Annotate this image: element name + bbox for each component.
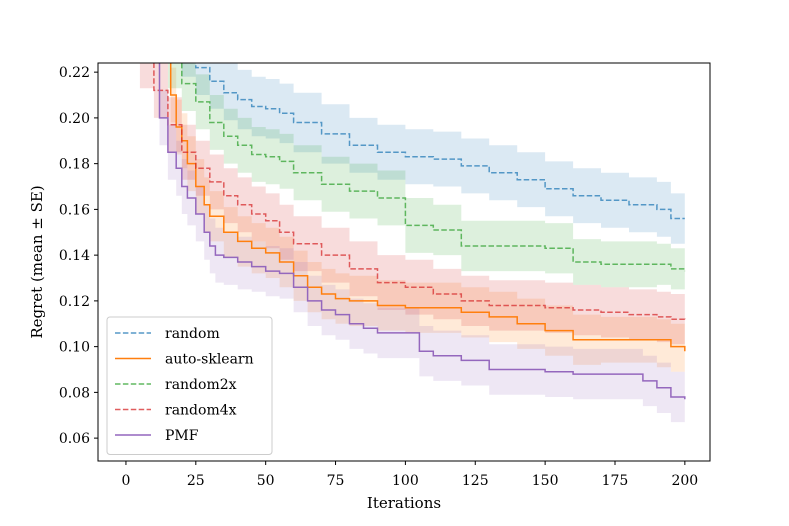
- legend: random auto-sklearn random2x random4x PMF: [106, 316, 273, 455]
- y-tick-label: 0.06: [59, 431, 90, 447]
- x-tick-label: 0: [121, 473, 130, 489]
- x-tick-label: 50: [257, 473, 275, 489]
- y-tick-label: 0.08: [59, 385, 90, 401]
- plot-frame: [97, 62, 711, 462]
- legend-label-auto-sklearn: auto-sklearn: [165, 352, 254, 368]
- band-PMF: [159, 63, 685, 425]
- y-tick-label: 0.20: [59, 111, 90, 127]
- legend-label-random: random: [165, 326, 220, 342]
- band-random2x: [167, 63, 685, 292]
- y-tick-label: 0.16: [59, 202, 90, 218]
- y-tick-label: 0.14: [59, 248, 90, 264]
- band-random: [181, 63, 685, 244]
- series-line-random4x: [153, 63, 686, 322]
- x-axis-label: Iterations: [367, 494, 441, 512]
- y-tick-label: 0.18: [59, 157, 90, 173]
- x-tick-label: 75: [327, 473, 345, 489]
- x-axis-ticks: 0 25 50 75 100 125 150 175 200: [121, 461, 698, 489]
- x-tick-label: 100: [392, 473, 419, 489]
- series-line-PMF: [158, 63, 686, 400]
- y-tick-label: 0.22: [59, 65, 90, 81]
- x-tick-label: 175: [602, 473, 629, 489]
- series-lines: [153, 63, 686, 400]
- x-tick-label: 200: [671, 473, 698, 489]
- legend-label-random4x: random4x: [165, 403, 237, 419]
- series-line-random: [195, 63, 685, 220]
- series-line-random2x: [181, 63, 686, 272]
- x-tick-label: 150: [532, 473, 559, 489]
- x-tick-label: 125: [462, 473, 489, 489]
- x-tick-label: 25: [187, 473, 205, 489]
- legend-label-random2x: random2x: [165, 377, 237, 393]
- y-tick-label: 0.12: [59, 294, 90, 310]
- band-auto-sklearn: [170, 63, 685, 377]
- y-tick-label: 0.10: [59, 340, 90, 356]
- legend-box: [106, 316, 273, 455]
- legend-label-PMF: PMF: [165, 428, 199, 444]
- y-axis-label: Regret (mean ± SE): [28, 185, 46, 338]
- y-axis-ticks: 0.06 0.08 0.10 0.12 0.14 0.16 0.18 0.20 0.22: [59, 65, 98, 447]
